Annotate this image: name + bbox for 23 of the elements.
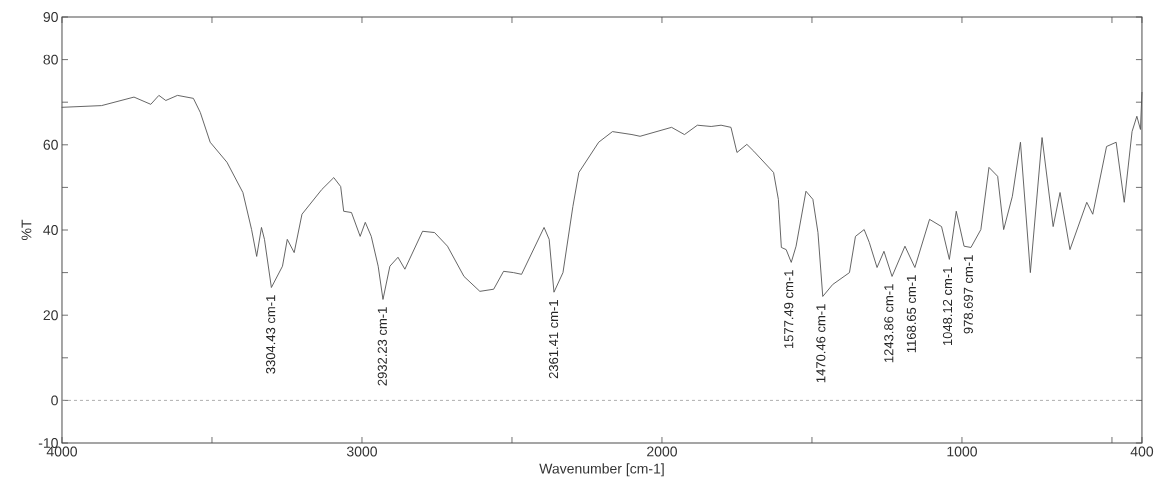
annotation: 2361.41 cm-1 — [548, 300, 559, 379]
x-tick-label: 3000 — [346, 446, 377, 457]
y-tick-label: -10 — [38, 438, 58, 448]
y-tick-label: 20 — [43, 310, 58, 321]
annotation: 1048.12 cm-1 — [942, 267, 953, 346]
annotation: 3304.43 cm-1 — [266, 295, 276, 374]
y-axis-title: %T — [21, 219, 32, 240]
y-tick-label: 90 — [43, 12, 58, 22]
x-tick-label: 2000 — [647, 446, 677, 457]
y-tick-label: 80 — [43, 54, 58, 65]
annotation: 1470.46 cm-1 — [816, 304, 826, 383]
annotation: 1577.49 cm-1 — [784, 270, 794, 349]
x-tick-label: 1000 — [947, 446, 977, 457]
y-tick-label: 40 — [43, 225, 58, 235]
y-tick-label: 0 — [51, 395, 58, 406]
x-tick-label: 400 — [1130, 446, 1154, 457]
annotation: 1243.86 cm-1 — [884, 284, 894, 363]
annotation: 978.697 cm-1 — [963, 255, 973, 334]
annotation: 2932.23 cm-1 — [377, 307, 387, 386]
x-axis-title: Wavenumber [cm-1] — [539, 463, 664, 477]
x-tick-label: 4000 — [46, 446, 78, 457]
y-tick-label: 60 — [43, 139, 58, 150]
annotation: 1168.65 cm-1 — [906, 275, 916, 353]
